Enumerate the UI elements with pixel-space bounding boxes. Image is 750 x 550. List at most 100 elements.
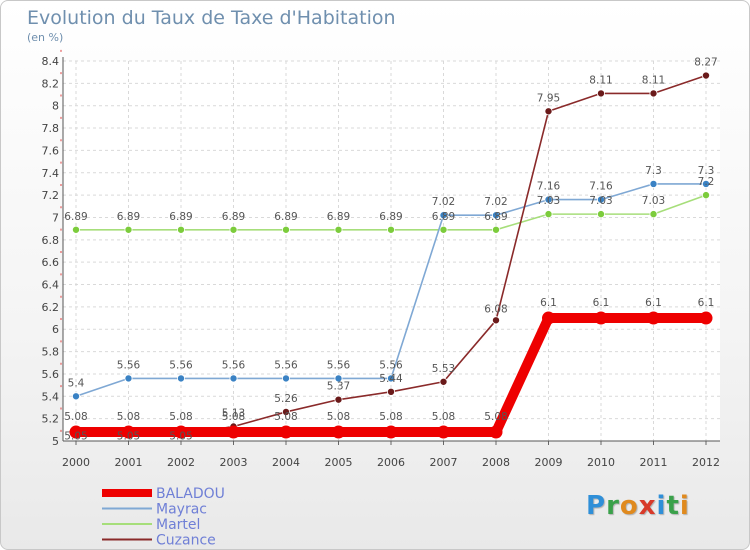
y-tick-label: 5 bbox=[52, 435, 59, 448]
y-tick-label: 7.4 bbox=[42, 167, 60, 180]
data-label-cuzance: 5.53 bbox=[432, 363, 455, 375]
data-label-mayrac: 5.56 bbox=[169, 359, 193, 371]
data-point-martel bbox=[124, 225, 133, 234]
data-point-mayrac bbox=[386, 374, 395, 383]
data-label-cuzance: 5.26 bbox=[274, 393, 298, 405]
data-label-mayrac: 7.02 bbox=[432, 196, 455, 208]
data-label-baladou: 5.08 bbox=[379, 411, 402, 423]
data-point-martel bbox=[334, 225, 343, 234]
y-tick-label: 7.6 bbox=[42, 144, 60, 157]
data-label-baladou: 6.1 bbox=[645, 297, 662, 309]
data-point-mayrac bbox=[334, 374, 343, 383]
logo-letter: x bbox=[638, 491, 657, 521]
data-label-mayrac: 7.16 bbox=[589, 181, 613, 193]
y-tick-label: 6.4 bbox=[42, 279, 60, 292]
data-label-mayrac: 5.56 bbox=[379, 359, 403, 371]
data-point-cuzance bbox=[439, 377, 448, 386]
data-point-cuzance bbox=[649, 89, 658, 98]
data-point-cuzance bbox=[544, 107, 553, 116]
data-label-martel: 6.89 bbox=[432, 211, 455, 223]
data-point-martel bbox=[439, 225, 448, 234]
data-label-baladou: 5.08 bbox=[274, 411, 297, 423]
proxiti-logo: Proxiti bbox=[586, 491, 690, 521]
legend-label-baladou: BALADOU bbox=[156, 486, 225, 502]
data-label-martel: 7.2 bbox=[698, 176, 715, 188]
data-label-cuzance: 5.13 bbox=[222, 407, 245, 419]
data-point-baladou bbox=[647, 311, 660, 325]
chart-subtitle: (en %) bbox=[27, 31, 64, 44]
logo-letter: i bbox=[656, 491, 667, 521]
data-label-martel: 6.89 bbox=[274, 211, 297, 223]
x-tick-label: 2012 bbox=[692, 456, 720, 469]
logo-letter: t bbox=[666, 491, 680, 521]
data-label-mayrac: 7.3 bbox=[645, 165, 662, 177]
data-label-cuzance: 6.08 bbox=[484, 303, 507, 315]
data-label-baladou: 5.08 bbox=[222, 411, 245, 423]
x-tick-label: 2002 bbox=[167, 456, 195, 469]
data-point-martel bbox=[72, 225, 81, 234]
data-point-martel bbox=[176, 225, 185, 234]
y-tick-label: 8.4 bbox=[42, 55, 60, 68]
logo-letter: o bbox=[619, 491, 639, 521]
logo-letter: i bbox=[679, 491, 690, 521]
data-point-martel bbox=[544, 210, 553, 219]
x-tick-label: 2011 bbox=[640, 456, 668, 469]
data-point-mayrac bbox=[176, 374, 185, 383]
data-point-mayrac bbox=[439, 211, 448, 220]
data-label-baladou: 5.08 bbox=[117, 411, 140, 423]
data-label-baladou: 5.08 bbox=[64, 411, 87, 423]
data-label-martel: 6.89 bbox=[379, 211, 402, 223]
data-point-cuzance bbox=[702, 71, 711, 80]
legend-label-martel: Martel bbox=[156, 517, 200, 533]
y-tick-label: 6.8 bbox=[42, 234, 60, 247]
data-point-martel bbox=[649, 210, 658, 219]
data-label-martel: 6.89 bbox=[169, 211, 192, 223]
x-tick-label: 2004 bbox=[272, 456, 300, 469]
y-tick-label: 5.6 bbox=[42, 368, 60, 381]
y-tick-label: 5.2 bbox=[42, 413, 60, 426]
x-tick-label: 2006 bbox=[377, 456, 405, 469]
y-tick-label: 6 bbox=[52, 323, 59, 336]
data-label-cuzance: 5.37 bbox=[327, 381, 350, 393]
legend-label-cuzance: Cuzance bbox=[156, 533, 216, 549]
data-point-martel bbox=[491, 225, 500, 234]
data-point-cuzance bbox=[334, 395, 343, 404]
data-point-baladou bbox=[542, 311, 555, 325]
data-label-cuzance: 8.11 bbox=[589, 74, 612, 86]
x-tick-label: 2005 bbox=[325, 456, 353, 469]
x-tick-label: 2009 bbox=[535, 456, 563, 469]
data-label-martel: 6.89 bbox=[484, 211, 507, 223]
data-label-baladou: 5.08 bbox=[484, 411, 507, 423]
data-point-baladou bbox=[699, 311, 713, 325]
data-label-cuzance: 7.95 bbox=[537, 92, 560, 104]
data-point-cuzance bbox=[386, 387, 395, 396]
data-label-martel: 7.03 bbox=[589, 195, 612, 207]
data-label-mayrac: 5.4 bbox=[68, 377, 85, 389]
y-tick-label: 7.2 bbox=[42, 189, 60, 202]
data-label-martel: 6.89 bbox=[117, 211, 140, 223]
data-label-mayrac: 7.3 bbox=[698, 165, 715, 177]
data-point-baladou bbox=[69, 425, 83, 439]
data-label-martel: 7.03 bbox=[642, 195, 665, 207]
y-tick-label: 5.4 bbox=[42, 390, 60, 403]
data-label-baladou: 6.1 bbox=[593, 297, 610, 309]
data-point-mayrac bbox=[72, 392, 81, 401]
data-point-baladou bbox=[437, 425, 450, 439]
data-label-mayrac: 5.56 bbox=[117, 359, 141, 371]
y-tick-label: 7.8 bbox=[42, 122, 60, 135]
data-point-martel bbox=[597, 210, 606, 219]
logo-letter: r bbox=[606, 491, 620, 521]
data-point-baladou bbox=[594, 311, 608, 325]
logo-letter: P bbox=[586, 491, 607, 521]
data-point-mayrac bbox=[124, 374, 133, 383]
data-point-mayrac bbox=[649, 179, 658, 188]
chart-title: Evolution du Taux de Taxe d'Habitation bbox=[27, 7, 396, 29]
data-label-baladou: 5.08 bbox=[432, 411, 455, 423]
x-tick-label: 2001 bbox=[115, 456, 143, 469]
data-label-cuzance: 8.27 bbox=[694, 57, 717, 69]
x-tick-label: 2010 bbox=[587, 456, 615, 469]
data-label-cuzance: 5.05 bbox=[117, 430, 140, 442]
data-label-cuzance: 5.44 bbox=[379, 373, 403, 385]
